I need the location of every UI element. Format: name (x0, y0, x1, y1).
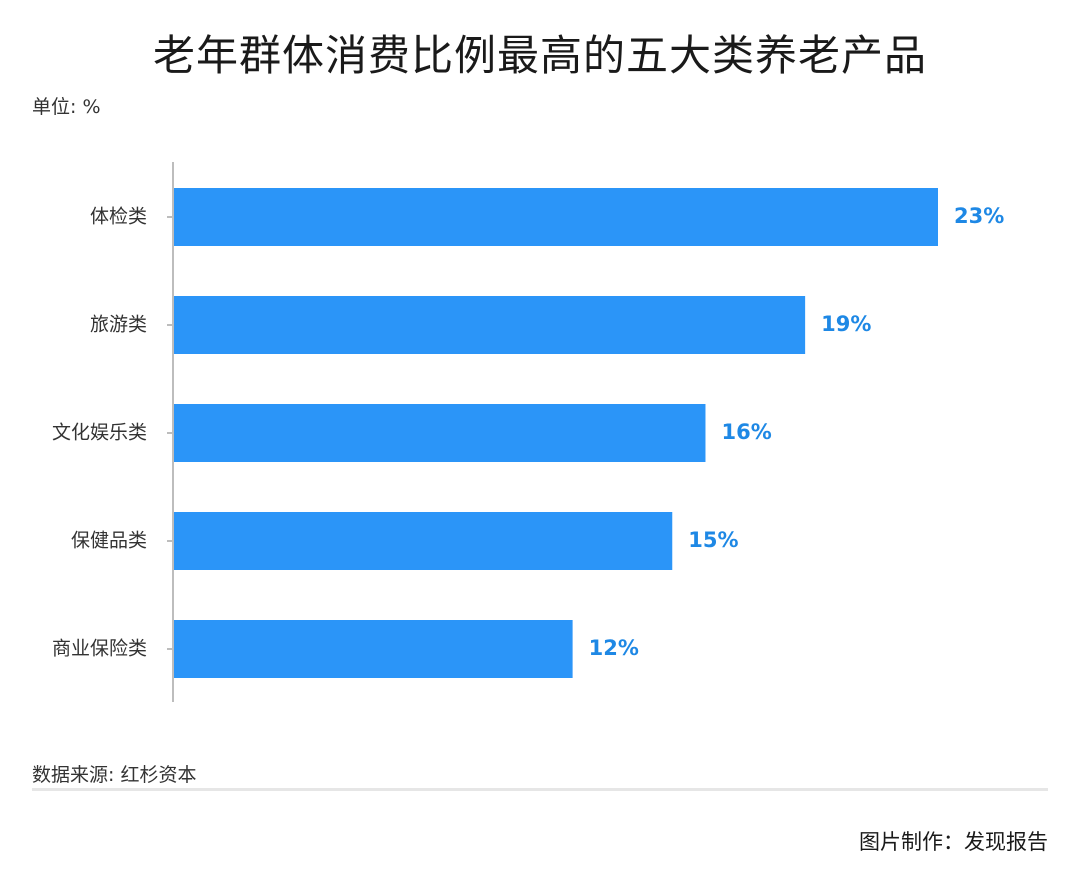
data-label: 15% (688, 528, 738, 552)
image-credit: 图片制作：发现报告 (859, 830, 1048, 854)
bar (174, 512, 673, 570)
bar (174, 296, 806, 354)
data-label: 16% (721, 420, 771, 444)
bar (174, 404, 706, 462)
data-label: 12% (589, 636, 639, 660)
divider (32, 788, 1048, 791)
unit-label: 单位: % (32, 96, 101, 118)
bar (174, 188, 938, 246)
category-label: 体检类 (90, 206, 147, 228)
category-label: 商业保险类 (52, 638, 147, 660)
data-label: 19% (821, 312, 871, 336)
category-label: 保健品类 (71, 530, 147, 552)
bar-chart: 体检类 23% 旅游类 19% 文化娱乐类 16% 保健品类 15% 商业保险类 12% (52, 162, 1004, 702)
data-label: 23% (954, 204, 1004, 228)
bar (174, 620, 573, 678)
chart-title: 老年群体消费比例最高的五大类养老产品 (152, 31, 927, 80)
data-source: 数据来源: 红杉资本 (32, 764, 197, 786)
category-label: 旅游类 (90, 314, 147, 336)
category-label: 文化娱乐类 (52, 422, 147, 444)
